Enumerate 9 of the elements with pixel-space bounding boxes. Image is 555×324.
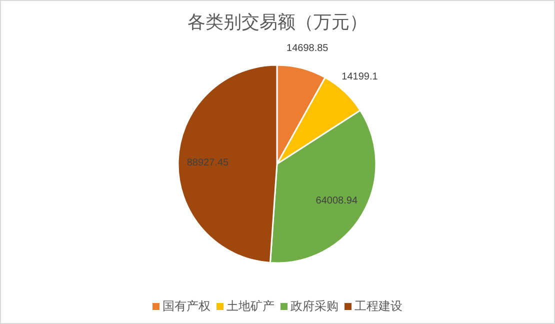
data-label: 88927.45 [186, 158, 230, 169]
data-label: 14199.1 [342, 72, 378, 83]
data-label: 14698.85 [286, 42, 329, 54]
data-label: 64008.94 [316, 195, 358, 206]
chart-title: 各类别交易额（万元） [188, 12, 368, 32]
legend-label: 政府采购 [290, 299, 338, 313]
legend-label: 国有产权 [162, 299, 210, 313]
legend-label: 土地矿产 [226, 299, 274, 313]
legend-label: 工程建设 [354, 299, 402, 313]
